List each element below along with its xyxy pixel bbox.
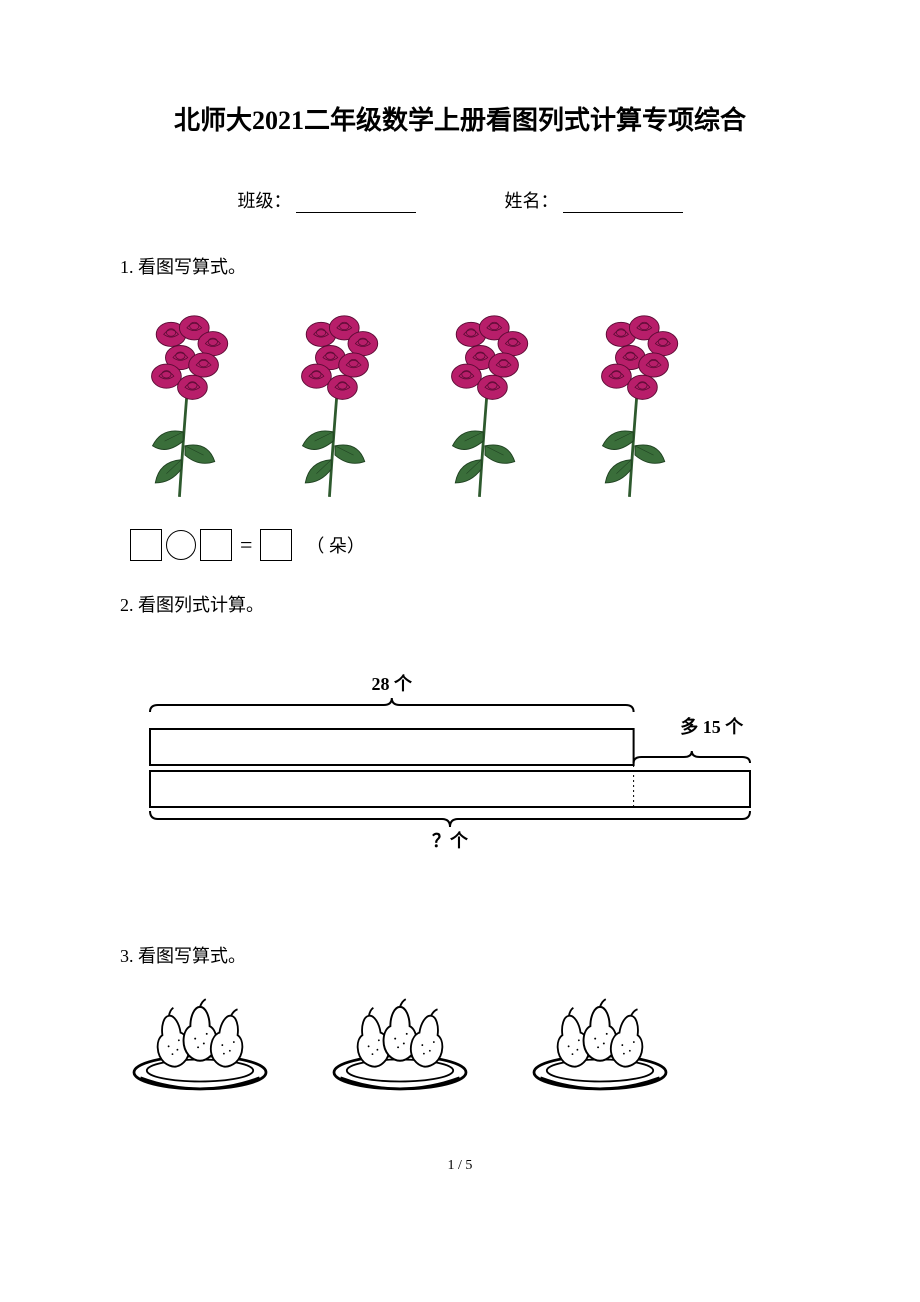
class-blank[interactable] [296, 195, 416, 213]
svg-text:28 个: 28 个 [372, 673, 414, 694]
q1-text: 看图写算式。 [138, 257, 246, 277]
question-3: 3. 看图写算式。 [120, 942, 800, 968]
name-label: 姓名： [505, 191, 559, 211]
result-box[interactable] [260, 529, 292, 561]
flower-bouquet [120, 299, 250, 509]
equation-row: = （ 朵） [130, 529, 800, 561]
flower-bouquet [420, 299, 550, 509]
header-fill-row: 班级： 姓名： [120, 187, 800, 213]
q1-body: = （ 朵） [120, 299, 800, 561]
pear-plate [520, 988, 680, 1098]
flower-bouquet [270, 299, 400, 509]
equals-sign: = [240, 532, 252, 558]
operand-box-2[interactable] [200, 529, 232, 561]
class-label: 班级： [238, 191, 292, 211]
svg-text:多 15 个: 多 15 个 [680, 716, 744, 737]
operator-circle[interactable] [166, 530, 196, 560]
bar-diagram: 28 个多 15 个 ？个 [140, 657, 760, 887]
pear-plate [120, 988, 280, 1098]
q2-body: 28 个多 15 个 ？个 [120, 637, 800, 912]
page-title: 北师大2021二年级数学上册看图列式计算专项综合 [120, 100, 800, 137]
q3-number: 3. [120, 946, 134, 966]
flower-bouquet [570, 299, 700, 509]
svg-text:？个: ？个 [432, 830, 469, 851]
q2-number: 2. [120, 595, 134, 615]
q3-body [120, 988, 800, 1098]
q3-text: 看图写算式。 [138, 946, 246, 966]
unit-label: （ 朵） [306, 532, 365, 558]
pears-row [120, 988, 800, 1098]
question-2: 2. 看图列式计算。 [120, 591, 800, 617]
q1-number: 1. [120, 257, 134, 277]
question-1: 1. 看图写算式。 [120, 253, 800, 279]
pear-plate [320, 988, 480, 1098]
name-blank[interactable] [563, 195, 683, 213]
operand-box-1[interactable] [130, 529, 162, 561]
page-indicator: 1 / 5 [120, 1158, 800, 1174]
flowers-row [120, 299, 800, 509]
q2-text: 看图列式计算。 [138, 595, 264, 615]
